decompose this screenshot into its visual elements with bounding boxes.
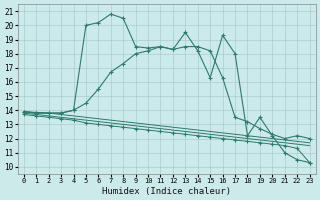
- X-axis label: Humidex (Indice chaleur): Humidex (Indice chaleur): [102, 187, 231, 196]
